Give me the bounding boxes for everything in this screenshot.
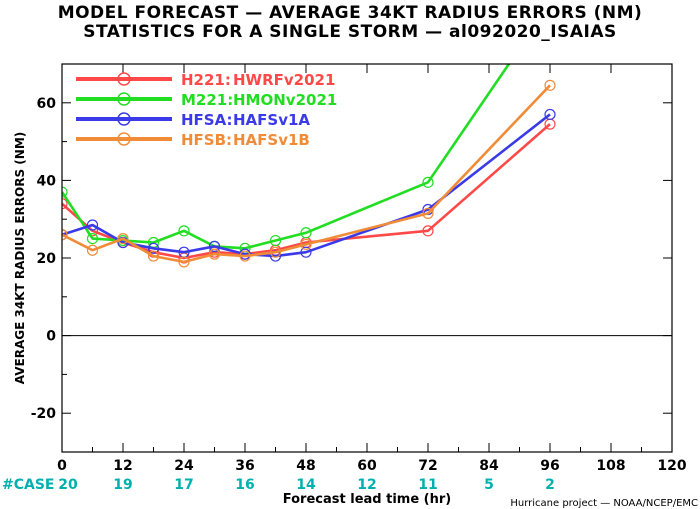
x-tick-label: 0	[57, 458, 67, 474]
data-point-3-1	[86, 244, 99, 256]
x-tick-label: 96	[540, 458, 559, 474]
x-tick-label: 60	[357, 458, 377, 474]
chart-title-line2: STATISTICS FOR A SINGLE STORM — al092020…	[83, 22, 617, 42]
x-tick-label: 12	[113, 458, 132, 474]
data-point-3-8	[300, 238, 312, 251]
case-count: 20	[58, 477, 78, 493]
legend-marker-3	[117, 132, 131, 146]
case-count: 14	[296, 477, 316, 493]
case-count: 5	[484, 477, 494, 493]
chart-title-line1: MODEL FORECAST — AVERAGE 34KT RADIUS ERR…	[57, 3, 643, 23]
legend-label-3: HAFSv1B	[233, 131, 310, 149]
legend-marker-1	[117, 92, 131, 106]
legend-label-2: HAFSv1A	[233, 111, 310, 129]
series-line-3	[62, 84, 551, 264]
legend-name-3: HFSB:	[181, 131, 232, 149]
data-point-2-1	[86, 219, 99, 231]
y-tick-label: 0	[46, 329, 56, 345]
data-point-1-0	[62, 186, 68, 198]
x-tick-label: 24	[174, 458, 194, 474]
x-axis-label: Forecast lead time (hr)	[283, 492, 451, 507]
data-point-1-10	[545, 0, 555, 9]
x-tick-label: 108	[596, 458, 625, 474]
legend-label-1: HMONv2021	[233, 91, 337, 109]
data-point-3-2	[117, 233, 129, 245]
case-count: 11	[418, 477, 437, 493]
data-point-1-1	[86, 233, 99, 245]
data-point-3-9	[422, 207, 434, 219]
data-point-0-0	[62, 198, 68, 210]
data-point-3-5	[208, 248, 221, 260]
legend-name-0: H221:	[181, 71, 231, 89]
data-point-1-8	[300, 227, 312, 239]
case-count: 19	[113, 477, 132, 493]
data-point-2-8	[300, 246, 312, 258]
x-tick-label: 72	[418, 458, 437, 474]
y-tick-label: 20	[37, 251, 57, 267]
legend-name-1: M221:	[181, 91, 233, 109]
case-label: #CASE	[2, 477, 55, 493]
data-point-1-7	[269, 234, 282, 247]
credit-text: Hurricane project — NOAA/NCEP/EMC	[510, 498, 698, 509]
y-tick-label: -20	[31, 406, 57, 422]
data-point-3-7	[269, 246, 282, 258]
data-point-3-0	[62, 229, 68, 241]
data-point-3-6	[239, 250, 251, 262]
y-tick-label: 60	[37, 96, 57, 112]
x-tick-label: 84	[479, 458, 499, 474]
data-point-2-3	[147, 242, 160, 254]
data-point-3-4	[178, 256, 190, 268]
data-point-3-10	[544, 79, 556, 91]
case-count: 17	[174, 477, 193, 493]
y-tick-label: 40	[37, 173, 57, 189]
y-axis-label: AVERAGE 34KT RADIUS ERRORS (NM)	[13, 132, 27, 384]
data-point-1-9	[422, 176, 434, 188]
legend-name-2: HFSA:	[181, 111, 233, 129]
data-point-1-4	[178, 225, 190, 237]
series-line-2	[62, 113, 551, 258]
x-tick-label: 120	[657, 458, 686, 474]
plot-frame	[61, 63, 673, 453]
data-point-0-9	[422, 225, 434, 237]
legend-marker-2	[117, 112, 131, 126]
legend-label-0: HWRFv2021	[233, 71, 335, 89]
x-tick-label: 48	[296, 458, 315, 474]
case-count: 12	[357, 477, 376, 493]
case-count: 2	[545, 477, 555, 493]
legend-marker-0	[117, 72, 131, 86]
case-count: 16	[235, 477, 254, 493]
data-point-2-5	[208, 240, 221, 252]
x-tick-label: 36	[235, 458, 254, 474]
data-point-2-10	[544, 108, 556, 121]
data-point-3-3	[147, 250, 160, 262]
